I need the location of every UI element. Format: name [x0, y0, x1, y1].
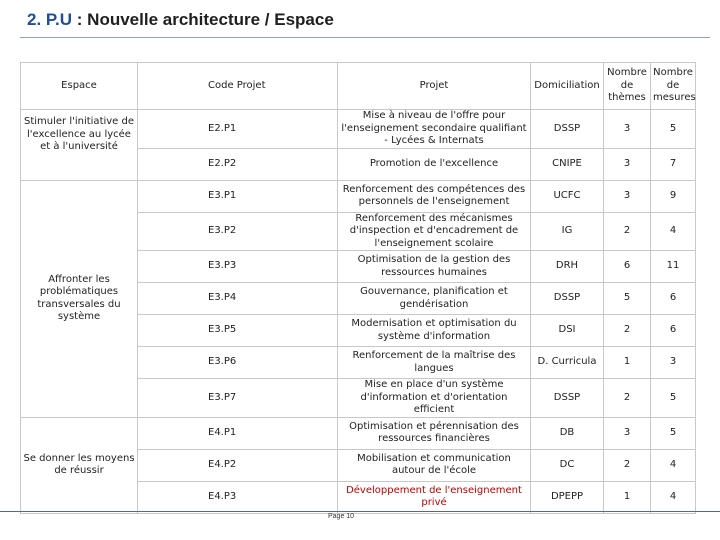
table-row: E3.P5 Modernisation et optimisation du sy… [21, 314, 696, 347]
domiciliation-cell: DRH [530, 250, 604, 283]
mesures-cell: 5 [650, 416, 696, 450]
projet-cell: Mise en place d'un système d'information… [337, 378, 531, 418]
code-cell: E4.P2 [137, 448, 338, 482]
title-text: : Nouvelle architecture / Espace [76, 10, 334, 29]
project-table: Espace Code Projet Projet Domiciliation Nomb… [20, 62, 696, 514]
domiciliation-cell: DB [530, 416, 604, 450]
mesures-cell: 5 [650, 378, 696, 418]
domiciliation-cell: DSSP [530, 378, 604, 418]
row-group: Stimuler l'initiative de l'excellence au… [20, 109, 696, 181]
page-number: Page 10 [328, 513, 355, 520]
themes-cell: 2 [603, 211, 651, 251]
domiciliation-cell: IG [530, 211, 604, 251]
table-row: E3.P3 Optimisation de la gestion des ress… [21, 250, 696, 283]
projet-cell: Optimisation de la gestion des ressource… [337, 250, 531, 283]
mesures-cell: 6 [650, 314, 696, 347]
themes-cell: 3 [603, 179, 651, 213]
domiciliation-cell: CNIPE [530, 147, 604, 181]
mesures-cell: 11 [650, 250, 696, 283]
header-row: Espace Code Projet Projet Domiciliation Nomb… [20, 62, 696, 110]
mesures-cell: 3 [650, 346, 696, 379]
themes-cell: 6 [603, 250, 651, 283]
title-number: 2. P.U [27, 10, 73, 29]
code-cell: E3.P4 [137, 282, 338, 315]
domiciliation-cell: DC [530, 448, 604, 482]
column-header: Nombre de thèmes [603, 62, 651, 110]
table-row: E4.P3 Développement de l'enseignement pri… [21, 480, 696, 514]
column-header: Domiciliation [530, 62, 604, 110]
code-cell: E4.P1 [137, 416, 338, 450]
mesures-cell: 5 [650, 109, 696, 149]
projet-cell: Développement de l'enseignement privé [337, 480, 531, 514]
title-rule [20, 37, 710, 38]
domiciliation-cell: DSSP [530, 282, 604, 315]
mesures-cell: 9 [650, 179, 696, 213]
themes-cell: 3 [603, 416, 651, 450]
code-cell: E2.P2 [137, 147, 338, 181]
projet-cell: Renforcement des mécanismes d'inspection… [337, 211, 531, 251]
projet-cell: Modernisation et optimisation du système… [337, 314, 531, 347]
themes-cell: 1 [603, 346, 651, 379]
table-row: E3.P6 Renforcement de la maîtrise des lan… [21, 346, 696, 379]
table-row: Affronter les problématiques transversal… [20, 179, 696, 418]
code-cell: E2.P1 [137, 109, 338, 149]
domiciliation-cell: UCFC [530, 179, 604, 213]
espace-cell: Se donner les moyens de réussir [20, 416, 138, 514]
code-cell: E4.P3 [137, 480, 338, 514]
themes-cell: 3 [603, 109, 651, 149]
table-row: E4.P2 Mobilisation et communication autou… [21, 448, 696, 482]
code-cell: E3.P7 [137, 378, 338, 418]
footer-rule [0, 511, 720, 512]
projet-cell: Gouvernance, planification et gendérisat… [337, 282, 531, 315]
mesures-cell: 6 [650, 282, 696, 315]
projet-cell: Promotion de l'excellence [337, 147, 531, 181]
themes-cell: 1 [603, 480, 651, 514]
espace-cell: Affronter les problématiques transversal… [20, 179, 138, 418]
row-group: Affronter les problématiques transversal… [20, 179, 696, 418]
projet-cell: Renforcement de la maîtrise des langues [337, 346, 531, 379]
themes-cell: 3 [603, 147, 651, 181]
code-cell: E3.P3 [137, 250, 338, 283]
domiciliation-cell: D. Curricula [530, 346, 604, 379]
themes-cell: 2 [603, 314, 651, 347]
slide-title: 2. P.U : Nouvelle architecture / Espace [27, 10, 334, 30]
column-header: Espace [20, 62, 138, 110]
themes-cell: 5 [603, 282, 651, 315]
table-row: Stimuler l'initiative de l'excellence au… [20, 109, 696, 181]
domiciliation-cell: DPEPP [530, 480, 604, 514]
themes-cell: 2 [603, 378, 651, 418]
themes-cell: 2 [603, 448, 651, 482]
mesures-cell: 4 [650, 211, 696, 251]
projet-cell: Mise à niveau de l'offre pour l'enseigne… [337, 109, 531, 149]
table-row: E2.P2 Promotion de l'excellence CNIPE 3 7 [21, 147, 696, 181]
code-cell: E3.P1 [137, 179, 338, 213]
domiciliation-cell: DSI [530, 314, 604, 347]
table-row: E3.P4 Gouvernance, planification et gendé… [21, 282, 696, 315]
code-cell: E3.P5 [137, 314, 338, 347]
espace-cell: Stimuler l'initiative de l'excellence au… [20, 109, 138, 181]
projet-cell: Mobilisation et communication autour de … [337, 448, 531, 482]
table-row: Se donner les moyens de réussir E4.P1 Opti… [20, 416, 696, 514]
column-header: Code Projet [137, 62, 338, 110]
column-header: Projet [337, 62, 531, 110]
code-cell: E3.P6 [137, 346, 338, 379]
mesures-cell: 7 [650, 147, 696, 181]
row-group: Se donner les moyens de réussir E4.P1 Opti… [20, 416, 696, 514]
domiciliation-cell: DSSP [530, 109, 604, 149]
column-header: Nombre de mesures [650, 62, 696, 110]
projet-cell: Renforcement des compétences des personn… [337, 179, 531, 213]
mesures-cell: 4 [650, 448, 696, 482]
projet-cell: Optimisation et pérennisation des ressou… [337, 416, 531, 450]
table-row: E3.P7 Mise en place d'un système d'inform… [21, 378, 696, 418]
code-cell: E3.P2 [137, 211, 338, 251]
mesures-cell: 4 [650, 480, 696, 514]
